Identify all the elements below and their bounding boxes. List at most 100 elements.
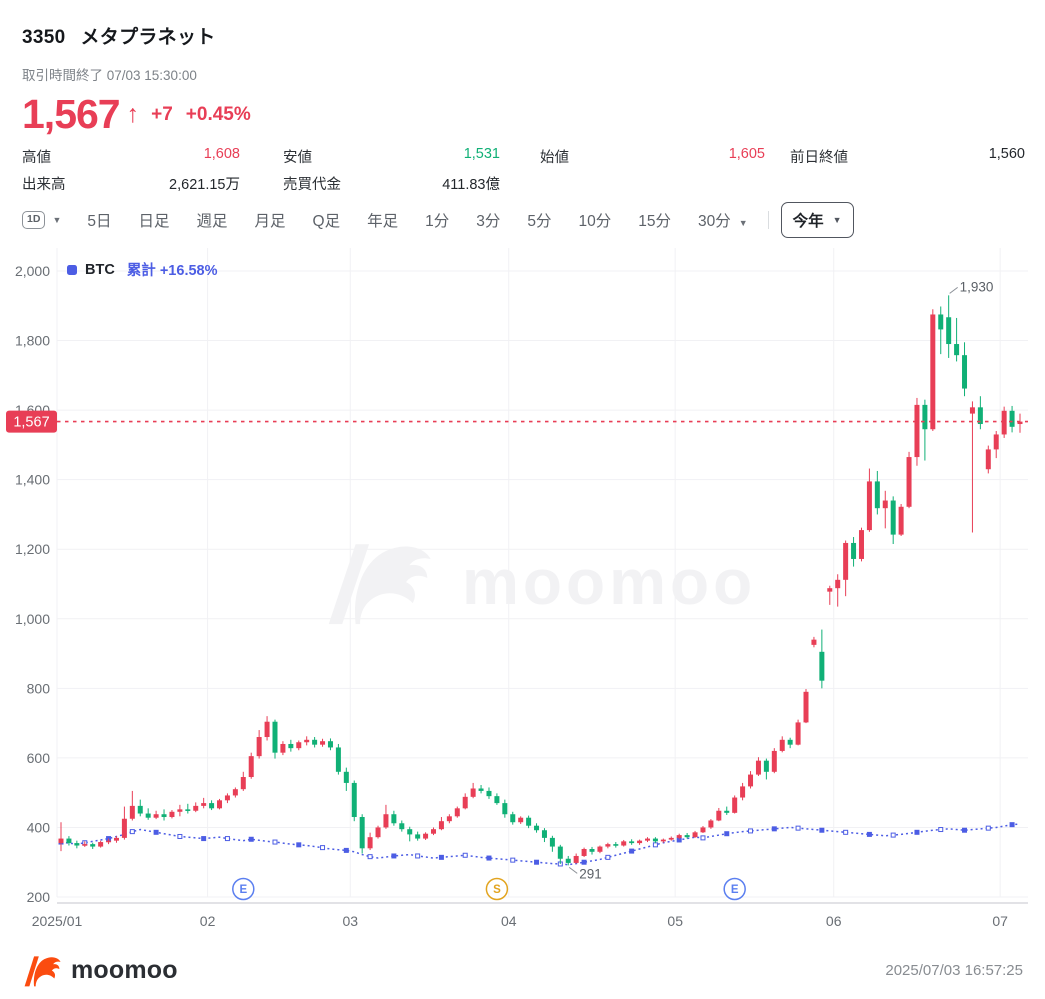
candlestick	[66, 838, 72, 844]
event-marker-s[interactable]: S	[485, 877, 509, 901]
timeframe-tab-weekly[interactable]: 週足	[196, 213, 228, 230]
gridlines: 2004006008001,0001,2001,4001,6001,8002,0…	[15, 248, 1028, 929]
candlestick	[320, 741, 326, 745]
stat-value: 1,608	[203, 146, 240, 162]
candlestick	[938, 314, 944, 330]
candlestick	[557, 846, 563, 859]
candlestick	[541, 830, 547, 838]
candlestick	[652, 838, 658, 842]
candlestick	[874, 481, 880, 509]
timeframe-tab-30min-dropdown[interactable]: 30分 ▼	[698, 209, 748, 231]
timeframe-tab-5d[interactable]: 5日	[87, 213, 112, 230]
timeframe-tab-3min[interactable]: 3分	[476, 213, 501, 230]
timeframe-tab-quarterly[interactable]: Q足	[312, 213, 341, 230]
candlestick	[502, 803, 508, 815]
stat-value: 2,621.15万	[169, 177, 240, 193]
candlestick	[716, 810, 722, 821]
y-axis-tick-label: 200	[27, 889, 51, 905]
candlestick	[113, 837, 119, 841]
candlestick	[866, 481, 872, 531]
candlestick	[755, 760, 761, 775]
candlestick	[922, 404, 928, 430]
candlestick	[977, 407, 983, 425]
candlestick	[58, 838, 64, 844]
price-change: +7	[151, 103, 173, 125]
timeframe-tab-10min[interactable]: 10分	[578, 213, 612, 230]
timeframe-tabs: 5日 日足 週足 月足 Q足 年足 1分 3分 5分 10分 15分 30分 ▼	[87, 209, 747, 231]
chevron-down-icon: ▼	[52, 214, 62, 225]
candlestick	[423, 833, 429, 839]
candlestick	[969, 407, 975, 414]
candlestick	[129, 805, 135, 819]
candlestick	[82, 844, 88, 846]
stat-value: 411.83億	[442, 177, 500, 193]
candlestick	[605, 844, 611, 847]
x-axis-tick-label: 07	[992, 913, 1008, 929]
event-marker-e[interactable]: E	[723, 877, 746, 901]
candlestick	[890, 500, 896, 535]
candlestick	[446, 816, 452, 822]
candlestick	[335, 747, 341, 772]
y-axis-tick-label: 1,400	[15, 472, 50, 488]
moomoo-wordmark: moomoo	[71, 956, 178, 984]
candlestick	[589, 849, 595, 852]
stat-label: 始値	[540, 150, 569, 166]
candlestick	[858, 530, 864, 559]
candlestick	[153, 814, 159, 818]
series-color-swatch	[67, 264, 77, 275]
candlestick	[193, 805, 199, 811]
candlestick	[732, 797, 738, 813]
price-annotations: 1,930 291	[568, 279, 993, 881]
event-marker-e[interactable]: E	[232, 877, 255, 901]
stat-label: 高値	[22, 150, 51, 166]
candlestick	[327, 741, 333, 748]
candlestick	[391, 814, 397, 824]
candlestick	[882, 500, 888, 509]
candlestick	[478, 788, 484, 791]
candlestick	[438, 821, 444, 830]
candlestick	[613, 844, 619, 846]
stat-label: 安値	[283, 150, 312, 166]
footer: moomoo 2025/07/03 16:57:25	[0, 942, 1045, 999]
candlestick	[621, 841, 627, 846]
candlestick	[359, 817, 365, 849]
stat-high: 高値 1,608	[22, 146, 283, 167]
date-range-label: 今年	[792, 213, 824, 230]
candlestick	[90, 844, 96, 847]
candlestick	[668, 837, 674, 840]
candlestick	[470, 788, 476, 797]
x-axis-tick-label: 02	[200, 913, 216, 929]
stats-grid: 高値 1,608 安値 1,531 始値 1,605 前日終値 1,560 出来高 2,621.1…	[22, 146, 1025, 194]
stat-turnover: 売買代金 411.83億	[283, 173, 540, 194]
y-axis-tick-label: 2,000	[15, 263, 50, 279]
candlestick	[177, 809, 183, 812]
watermark-slash	[328, 544, 370, 625]
candlestick	[565, 858, 571, 863]
candlestick	[629, 841, 635, 844]
watermark-bull-icon	[354, 546, 431, 625]
candlestick	[431, 829, 437, 834]
candlestick	[724, 810, 730, 813]
candlestick	[375, 827, 381, 838]
candlestick	[454, 808, 460, 817]
candlestick	[1001, 410, 1007, 435]
moomoo-bull-icon	[24, 955, 61, 986]
candlestick	[224, 795, 230, 801]
timeframe-tab-label: 30分	[697, 213, 731, 230]
date-range-selector[interactable]: 今年 ▼	[780, 202, 854, 238]
y-axis-tick-label: 400	[27, 819, 51, 835]
timeframe-tab-yearly[interactable]: 年足	[367, 213, 399, 230]
candlestick	[256, 737, 262, 757]
candlestick	[771, 750, 777, 772]
candlestick	[312, 739, 318, 745]
candlestick	[248, 756, 254, 778]
candlestick	[121, 818, 127, 838]
price-chart[interactable]: 2004006008001,0001,2001,4001,6001,8002,0…	[0, 242, 1045, 942]
timeframe-tab-daily[interactable]: 日足	[138, 213, 170, 230]
chart-style-selector[interactable]: 1D ▼	[22, 211, 61, 229]
timeframe-tab-monthly[interactable]: 月足	[254, 213, 286, 230]
candlestick	[343, 771, 349, 783]
timeframe-tab-1min[interactable]: 1分	[425, 213, 450, 230]
timeframe-tab-15min[interactable]: 15分	[638, 213, 671, 230]
timeframe-tab-5min[interactable]: 5分	[527, 213, 552, 230]
